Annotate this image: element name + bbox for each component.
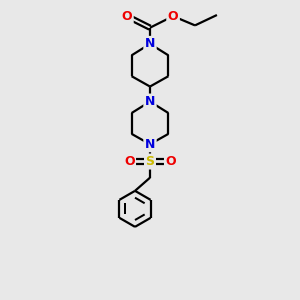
Text: N: N <box>145 37 155 50</box>
Text: N: N <box>145 95 155 108</box>
Text: O: O <box>122 10 132 23</box>
Text: O: O <box>124 155 134 168</box>
Text: O: O <box>168 10 178 23</box>
Text: N: N <box>145 138 155 151</box>
Text: O: O <box>166 155 176 168</box>
Text: S: S <box>146 155 154 168</box>
